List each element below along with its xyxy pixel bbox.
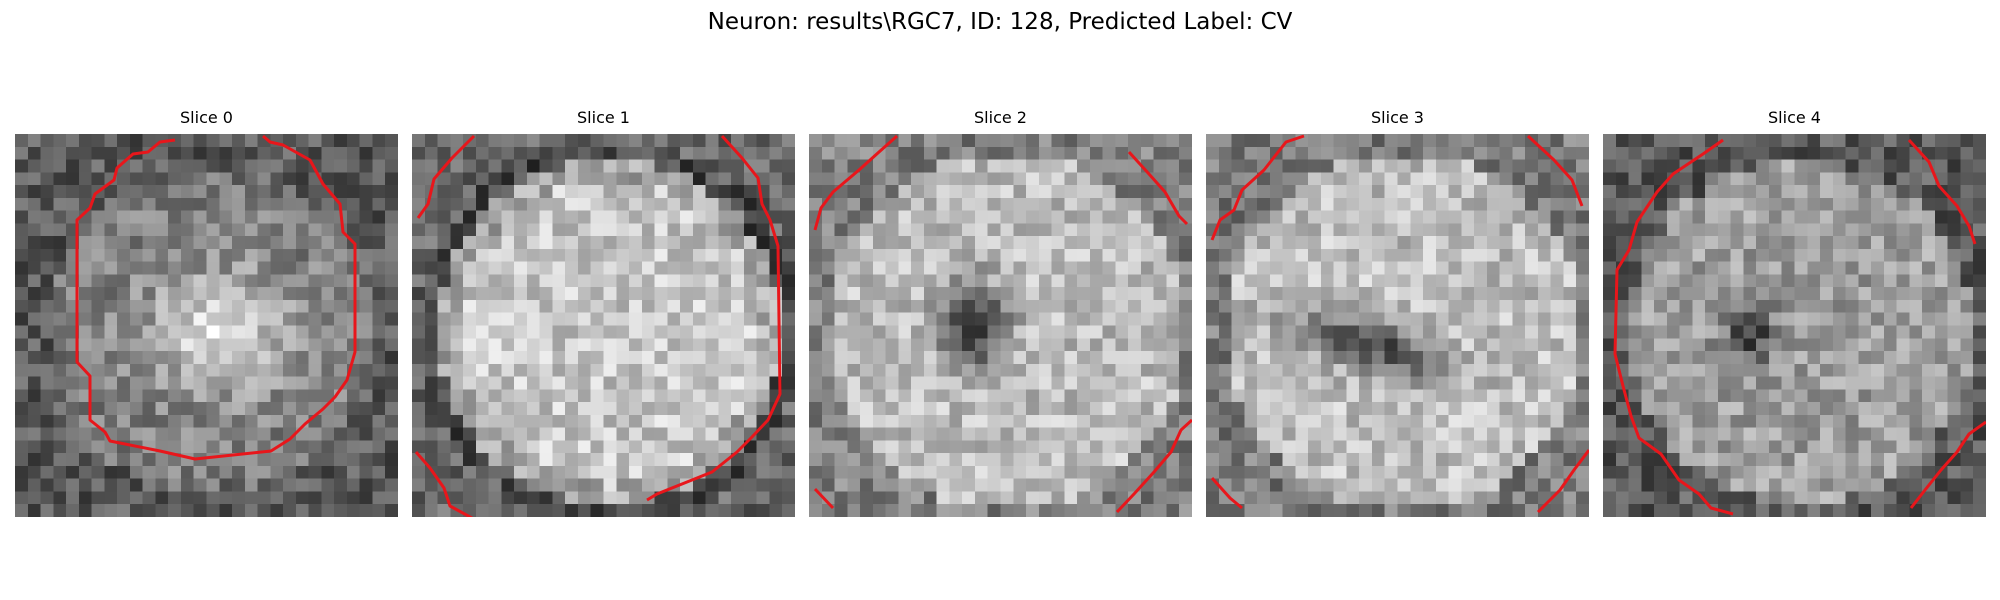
contour-line [813, 134, 898, 231]
slice-title: Slice 4 [1768, 108, 1821, 127]
contour-line [416, 134, 476, 219]
contour-line [1526, 134, 1584, 207]
contour-line [1536, 449, 1589, 514]
contour-overlay [75, 134, 357, 461]
contour-line [414, 451, 473, 517]
contour-line [1210, 476, 1243, 510]
contour-line [1115, 418, 1192, 514]
contour-overlay [813, 134, 1192, 514]
contour-line [1210, 134, 1305, 241]
slice-image [412, 134, 795, 517]
slice-image [1206, 134, 1589, 517]
slice-title: Slice 1 [577, 108, 630, 127]
slice-title: Slice 0 [180, 108, 233, 127]
slice-title: Slice 3 [1371, 108, 1424, 127]
contour-line [1907, 138, 1977, 245]
contour-line [1613, 138, 1734, 516]
slice-title: Slice 2 [974, 108, 1027, 127]
contour-line [646, 134, 782, 502]
figure-title: Neuron: results\RGC7, ID: 128, Predicted… [707, 9, 1293, 35]
contour-line [75, 134, 357, 461]
contour-overlay [414, 134, 782, 517]
contour-overlay [1613, 138, 1986, 516]
slice-image [809, 134, 1192, 517]
contour-line [1909, 420, 1986, 509]
contour-line [813, 487, 835, 510]
contour-overlay [1210, 134, 1589, 514]
contour-line [1127, 150, 1189, 226]
slice-image [1603, 134, 1986, 517]
